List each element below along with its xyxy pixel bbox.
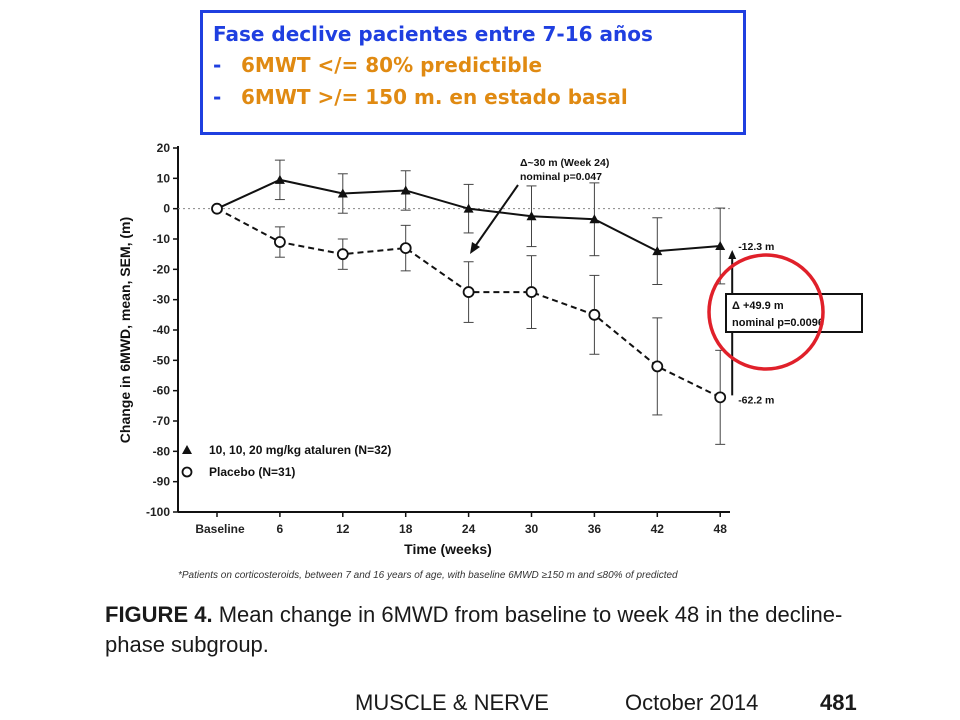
delta-result-line2: nominal p=0.0096: [732, 317, 824, 329]
legend-label: Placebo (N=31): [209, 465, 295, 479]
placebo-data-point: [714, 391, 727, 404]
y-tick-label: -100: [146, 505, 170, 519]
x-tick-label: 30: [525, 522, 539, 536]
ataluren-data-point: [274, 174, 285, 184]
y-tick-label: -10: [153, 232, 171, 246]
legend-circle-marker: [181, 466, 193, 478]
y-tick-label: -90: [153, 475, 171, 489]
journal-name: MUSCLE & NERVE: [355, 690, 549, 715]
week24-arrow-head: [470, 242, 480, 254]
ataluren-data-point: [715, 240, 726, 250]
highlight-callout-box: Fase declive pacientes entre 7-16 años -…: [200, 10, 746, 135]
line-chart: 20 10 0 -10 -20 -30 -40 -50 -60 -70 -80 -90 -100 Base…: [117, 141, 863, 557]
callout-item: -6MWT </= 80% predictible: [213, 49, 733, 81]
placebo-end-label: -62.2 m: [738, 394, 774, 406]
y-tick-label: -30: [153, 293, 171, 307]
placebo-data-point: [651, 360, 664, 373]
ataluren-data-point: [589, 214, 600, 224]
y-tick-label: 10: [157, 171, 171, 185]
journal-page-number: 481: [820, 690, 857, 715]
placebo-data-point: [525, 286, 538, 298]
ataluren-end-label: -12.3 m: [738, 241, 774, 253]
y-tick-label: -70: [153, 414, 171, 428]
x-tick-label: Baseline: [195, 522, 245, 536]
y-tick-label: -60: [153, 384, 171, 398]
ataluren-data-point: [400, 185, 411, 195]
x-tick-label: 18: [399, 522, 413, 536]
y-tick-label: -80: [153, 444, 171, 458]
callout-bullet: -: [213, 53, 222, 77]
journal-date: October 2014: [625, 690, 759, 715]
placebo-data-point: [211, 202, 223, 215]
figure-caption: FIGURE 4. Mean change in 6MWD from basel…: [105, 600, 885, 660]
y-tick-label: -40: [153, 323, 171, 337]
y-axis-title: Change in 6MWD, mean, SEM, (m): [117, 217, 133, 443]
callout-item: -6MWT >/= 150 m. en estado basal: [213, 81, 733, 113]
x-tick-label: 36: [588, 522, 602, 536]
figure-footnote: *Patients on corticosteroids, between 7 …: [178, 570, 678, 581]
x-tick-label: 48: [714, 522, 728, 536]
x-tick-label: 24: [462, 522, 476, 536]
y-tick-label: 20: [157, 141, 171, 155]
figure-caption-text: Mean change in 6MWD from baseline to wee…: [105, 602, 843, 657]
chart-annotations: Δ~30 m (Week 24) nominal p=0.047 -12.3 m -6…: [470, 157, 863, 406]
x-tick-label: 6: [277, 522, 284, 536]
delta-result-line1: Δ +49.9 m: [732, 300, 784, 312]
delta-bracket-arrowhead: [728, 249, 737, 259]
highlight-circle: [707, 253, 825, 371]
x-axis-title: Time (weeks): [404, 541, 492, 557]
placebo-data-point: [336, 248, 349, 261]
x-tick-label: 12: [336, 522, 350, 536]
callout-item-text: 6MWT </= 80% predictible: [241, 53, 543, 77]
y-tick-label: 0: [163, 202, 170, 216]
chart-axes: 20 10 0 -10 -20 -30 -40 -50 -60 -70 -80 -90 -100 Base…: [117, 141, 730, 557]
ataluren-data-point: [337, 188, 348, 198]
callout-bullet: -: [213, 85, 222, 109]
ataluren-data-point: [463, 203, 474, 213]
placebo-data-point: [399, 242, 412, 255]
figure-label: FIGURE 4.: [105, 602, 213, 627]
placebo-data-point: [588, 308, 601, 321]
y-tick-label: -20: [153, 262, 171, 276]
legend-triangle-marker: [182, 445, 192, 454]
placebo-data-point: [462, 286, 475, 298]
x-tick-label: 42: [651, 522, 665, 536]
ataluren-data-point: [652, 246, 663, 256]
delta-result-box: [725, 293, 863, 333]
ataluren-data-point: [526, 211, 537, 221]
chart-marks: [211, 159, 727, 445]
week24-arrow-line: [473, 184, 519, 249]
week24-annotation-line1: Δ~30 m (Week 24): [520, 157, 609, 169]
callout-title: Fase declive pacientes entre 7-16 años: [213, 22, 653, 46]
y-tick-label: -50: [153, 353, 171, 367]
placebo-data-point: [273, 236, 286, 248]
week24-annotation-line2: nominal p=0.047: [520, 171, 602, 183]
callout-item-text: 6MWT >/= 150 m. en estado basal: [241, 85, 628, 109]
legend-label: 10, 10, 20 mg/kg ataluren (N=32): [209, 443, 391, 457]
